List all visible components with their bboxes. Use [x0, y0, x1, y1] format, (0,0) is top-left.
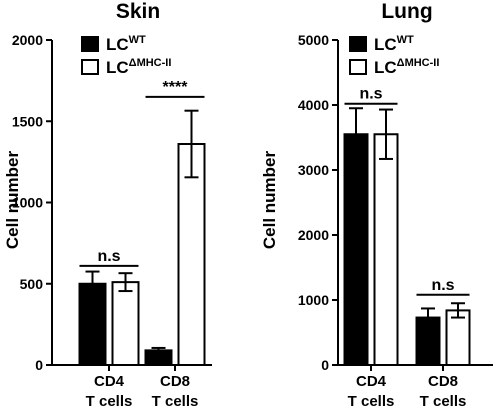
- y-tick-label: 3000: [298, 162, 329, 178]
- y-tick-label: 1000: [298, 292, 329, 308]
- bar: [373, 133, 399, 366]
- y-tick-label: 0: [321, 357, 329, 373]
- significance-label: n.s: [359, 86, 382, 103]
- y-tick-label: 500: [20, 276, 44, 292]
- y-tick-label: 4000: [298, 97, 329, 113]
- category-sublabel: T cells: [86, 393, 133, 410]
- legend-swatch: [81, 36, 99, 52]
- significance-label: n.s: [97, 248, 120, 265]
- y-tick-label: 2000: [12, 32, 43, 48]
- chart-title: Skin: [116, 0, 160, 23]
- legend-label: LCΔMHC-II: [106, 57, 171, 77]
- y-tick-label: 1500: [12, 113, 43, 129]
- category-label: CD8: [428, 373, 458, 390]
- bar: [111, 281, 140, 366]
- significance-label: ****: [163, 79, 189, 96]
- bar: [78, 282, 107, 366]
- legend-label-base: LC: [106, 58, 129, 77]
- category-label: CD4: [356, 373, 387, 390]
- legend-swatch: [349, 59, 367, 75]
- category-sublabel: T cells: [152, 393, 199, 410]
- legend-label-superscript: WT: [397, 34, 414, 46]
- y-axis-label: Cell number: [260, 151, 279, 250]
- category-label: CD4: [94, 373, 125, 390]
- legend-label-superscript: ΔMHC-II: [129, 57, 172, 69]
- chart-lung: Lung Cell number 0 1000 2000 3000 4000 5000 CD4 T…: [260, 0, 493, 410]
- y-tick-label: 2000: [298, 227, 329, 243]
- y-tick-label: 0: [35, 357, 43, 373]
- y-tick-label: 5000: [298, 32, 329, 48]
- legend-label: LCΔMHC-II: [374, 57, 439, 77]
- chart-title: Lung: [381, 0, 432, 23]
- y-tick-label: 1000: [12, 195, 43, 211]
- legend-label: LCWT: [106, 34, 146, 54]
- legend-label: LCWT: [374, 34, 414, 54]
- y-axis-label: Cell number: [3, 151, 22, 250]
- bar: [343, 133, 369, 366]
- significance-label: n.s: [431, 277, 454, 294]
- legend-label-base: LC: [106, 35, 129, 54]
- legend-label-superscript: WT: [129, 34, 146, 46]
- category-sublabel: T cells: [420, 393, 467, 410]
- category-label: CD8: [160, 373, 190, 390]
- legend-label-base: LC: [374, 35, 397, 54]
- bar: [177, 143, 206, 366]
- bar: [445, 309, 471, 366]
- legend-label-superscript: ΔMHC-II: [397, 57, 440, 69]
- category-sublabel: T cells: [348, 393, 395, 410]
- legend-swatch: [81, 59, 99, 75]
- legend-swatch: [349, 36, 367, 52]
- chart-skin: Skin Cell number 0 500 1000 1500 2000 CD4 T cell…: [3, 0, 212, 410]
- legend-label-base: LC: [374, 58, 397, 77]
